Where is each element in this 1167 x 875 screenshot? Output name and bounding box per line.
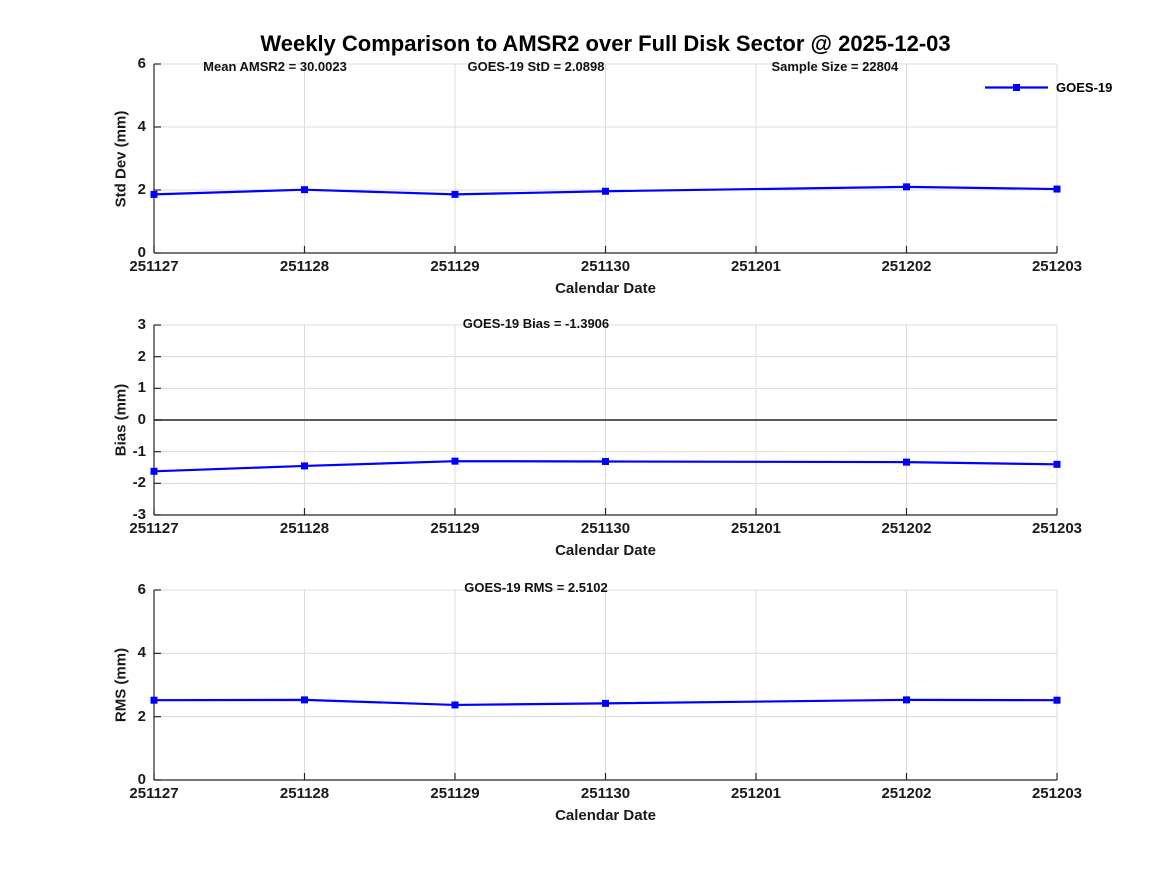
y-tick-label: -1 bbox=[132, 442, 146, 460]
subplot-annotation: Mean AMSR2 = 30.0023 bbox=[203, 59, 347, 74]
x-tick-label: 251130 bbox=[580, 258, 631, 275]
rms-plot-area bbox=[150, 589, 1061, 781]
y-tick-label: -3 bbox=[132, 506, 146, 523]
x-tick-label: 251201 bbox=[730, 258, 782, 275]
data-point-marker bbox=[903, 696, 910, 704]
series-line-goes-19 bbox=[153, 460, 1058, 473]
y-tick-label: 0 bbox=[137, 771, 146, 788]
y-tick-label: 6 bbox=[137, 55, 146, 72]
x-tick-label: 251128 bbox=[279, 785, 330, 802]
x-axis-label: Calendar Date bbox=[555, 807, 656, 824]
data-point-marker bbox=[451, 701, 459, 709]
x-tick-label: 251203 bbox=[1031, 258, 1083, 275]
x-axis-label: Calendar Date bbox=[555, 280, 656, 297]
data-point-marker bbox=[301, 186, 308, 194]
subplot-annotation: GOES-19 RMS = 2.5102 bbox=[464, 580, 608, 595]
x-tick-label: 251127 bbox=[129, 258, 179, 275]
x-tick-label: 251127 bbox=[129, 785, 179, 802]
x-tick-label: 251203 bbox=[1031, 785, 1083, 802]
x-tick-label: 251130 bbox=[580, 785, 631, 802]
x-tick-label: 251128 bbox=[279, 520, 330, 537]
x-tick-label: 251129 bbox=[430, 785, 480, 802]
legend-line-sample bbox=[985, 83, 1048, 91]
y-tick-label: 6 bbox=[137, 581, 146, 598]
data-point-marker bbox=[150, 696, 158, 704]
data-point-marker bbox=[1053, 185, 1061, 193]
legend: GOES-19 bbox=[984, 79, 1112, 95]
y-tick-label: -2 bbox=[132, 474, 146, 492]
x-tick-label: 251202 bbox=[881, 520, 932, 537]
y-tick-label: 3 bbox=[137, 316, 146, 333]
legend-marker bbox=[1013, 83, 1020, 91]
x-tick-label: 251129 bbox=[430, 258, 480, 275]
data-point-marker bbox=[301, 696, 308, 704]
chart-title: Weekly Comparison to AMSR2 over Full Dis… bbox=[260, 31, 951, 56]
data-point-marker bbox=[903, 458, 910, 466]
x-tick-label: 251202 bbox=[881, 258, 932, 275]
x-axis-label: Calendar Date bbox=[555, 542, 656, 559]
data-point-marker bbox=[150, 467, 158, 475]
subplot-annotation: Sample Size = 22804 bbox=[771, 59, 899, 74]
subplot-annotation: GOES-19 Bias = -1.3906 bbox=[462, 316, 610, 331]
y-tick-label: 4 bbox=[137, 118, 146, 135]
x-tick-label: 251130 bbox=[580, 520, 631, 537]
data-point-marker bbox=[451, 190, 459, 198]
x-tick-label: 251203 bbox=[1031, 520, 1083, 537]
x-tick-label: 251201 bbox=[730, 520, 782, 537]
x-tick-label: 251201 bbox=[730, 785, 782, 802]
y-axis-label: RMS (mm) bbox=[112, 647, 130, 723]
y-tick-label: 2 bbox=[137, 707, 146, 725]
data-point-marker bbox=[602, 699, 609, 707]
series-line-goes-19 bbox=[153, 698, 1058, 707]
x-tick-label: 251202 bbox=[881, 785, 932, 802]
data-point-marker bbox=[903, 183, 910, 191]
y-tick-label: 4 bbox=[137, 644, 146, 662]
x-tick-label: 251128 bbox=[279, 258, 330, 275]
data-point-marker bbox=[451, 457, 459, 465]
data-point-marker bbox=[602, 457, 609, 465]
y-tick-label: 2 bbox=[137, 347, 146, 365]
x-tick-label: 251127 bbox=[129, 520, 179, 537]
y-tick-label: 0 bbox=[137, 411, 146, 428]
data-point-marker bbox=[1053, 460, 1061, 468]
bias-plot-area bbox=[150, 324, 1061, 516]
series-line-goes-19 bbox=[153, 185, 1058, 196]
x-tick-label: 251129 bbox=[430, 520, 480, 537]
data-point-marker bbox=[150, 190, 158, 198]
subplot-annotation: GOES-19 StD = 2.0898 bbox=[467, 59, 605, 74]
y-tick-label: 1 bbox=[137, 379, 146, 397]
data-point-marker bbox=[301, 462, 308, 470]
y-tick-label: 0 bbox=[137, 244, 146, 261]
data-point-marker bbox=[1053, 696, 1061, 704]
data-point-marker bbox=[602, 187, 609, 195]
legend-label: GOES-19 bbox=[1056, 79, 1113, 95]
y-tick-label: 2 bbox=[137, 181, 146, 198]
std-dev-plot-area bbox=[150, 63, 1061, 254]
